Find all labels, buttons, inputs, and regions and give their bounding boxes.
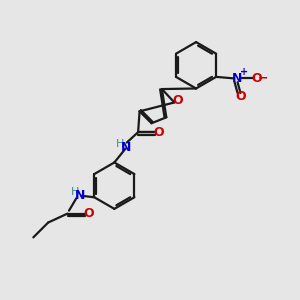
Text: O: O: [172, 94, 183, 107]
Text: O: O: [83, 207, 94, 220]
Text: O: O: [154, 126, 164, 139]
Text: N: N: [120, 140, 131, 154]
Text: N: N: [75, 189, 85, 202]
Text: H: H: [71, 187, 79, 197]
Text: +: +: [240, 67, 248, 77]
Text: N: N: [232, 72, 243, 85]
Text: O: O: [252, 72, 262, 85]
Text: −: −: [258, 72, 269, 85]
Text: O: O: [235, 90, 246, 103]
Text: H: H: [116, 139, 124, 149]
